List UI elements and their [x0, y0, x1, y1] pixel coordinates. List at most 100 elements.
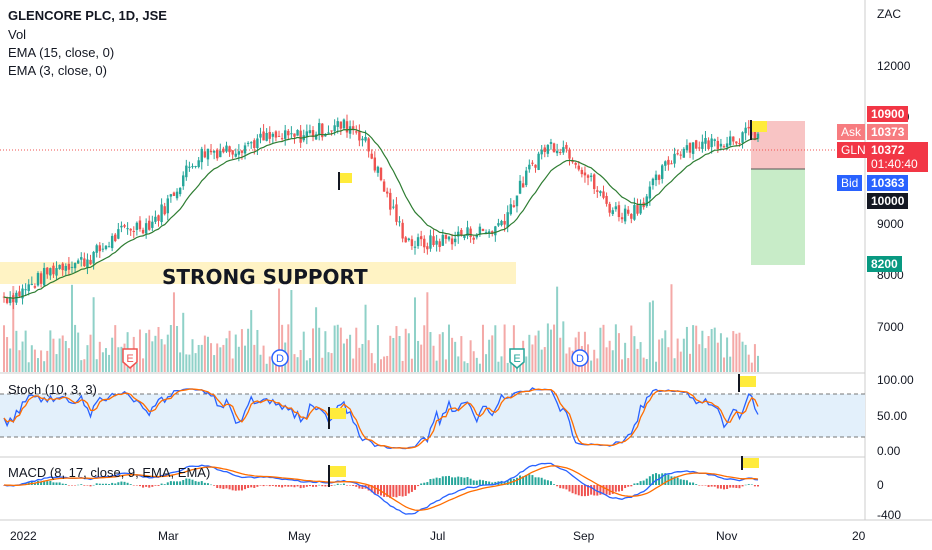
macd-hist-bar: [358, 485, 361, 489]
volume-bar: [509, 361, 512, 372]
macd-hist-bar: [506, 480, 509, 485]
macd-hist-bar: [515, 477, 518, 485]
macd-hist-bar: [707, 485, 710, 487]
ask-price-tag: 10373: [867, 124, 909, 140]
macd-hist-bar: [135, 485, 138, 486]
dividend-marker[interactable]: D: [571, 349, 589, 367]
candle-body: [676, 153, 679, 155]
candle-body: [463, 235, 466, 238]
candle-body: [509, 204, 512, 215]
macd-hist-bar: [89, 485, 92, 487]
volume-bar: [432, 345, 435, 372]
volume-bar: [305, 360, 308, 372]
time-label: Mar: [158, 529, 179, 543]
macd-hist-bar: [543, 479, 546, 485]
study-ema-3[interactable]: EMA (3, close, 0): [8, 63, 107, 78]
candle-body: [314, 134, 318, 140]
candle-body: [311, 130, 315, 138]
study-stoch[interactable]: Stoch (10, 3, 3): [8, 382, 97, 397]
macd-hist-bar: [389, 485, 392, 499]
candle-body: [574, 162, 577, 165]
volume-bar: [135, 363, 138, 372]
macd-hist-bar: [500, 480, 503, 485]
macd-hist-bar: [444, 476, 447, 485]
study-ema-15[interactable]: EMA (15, close, 0): [8, 45, 115, 60]
dividend-marker[interactable]: D: [271, 349, 289, 367]
candle-body: [540, 149, 543, 155]
study-macd[interactable]: MACD (8, 17, close, 9, EMA, EMA): [8, 465, 211, 480]
macd-hist-bar: [617, 485, 620, 492]
macd-hist-bar: [556, 485, 559, 487]
volume-bar: [485, 354, 488, 372]
candle-body: [478, 226, 482, 234]
candle-body: [333, 125, 336, 132]
chart-title[interactable]: GLENCORE PLC, 1D, JSE: [8, 8, 167, 23]
candle-body: [321, 123, 324, 138]
macd-hist-bar: [429, 478, 432, 485]
candle-body: [327, 132, 330, 134]
candles: [2, 114, 760, 310]
macd-hist-bar: [253, 485, 256, 488]
candle-body: [657, 175, 661, 180]
stoch-tick: 0.00: [877, 444, 901, 458]
candle-body: [209, 150, 213, 153]
macd-hist-bar: [367, 485, 370, 491]
macd-hist-bar: [244, 485, 247, 490]
volume-bar: [95, 359, 98, 372]
candle-body: [163, 206, 166, 215]
candle-body: [701, 141, 704, 149]
volume-bar: [274, 363, 277, 372]
candle-body: [55, 268, 58, 276]
candle-body: [95, 245, 98, 253]
candle-body: [379, 167, 383, 181]
candle-body: [237, 151, 241, 155]
volume-bar: [259, 354, 262, 372]
macd-hist-bar: [308, 485, 311, 487]
candle-body: [73, 263, 77, 269]
candle-body: [33, 286, 37, 288]
symbol-label: GLN: [837, 142, 870, 158]
volume-bar: [531, 344, 534, 372]
macd-hist-bar: [417, 485, 420, 487]
macd-hist-bar: [182, 480, 185, 485]
volume-bar: [435, 360, 438, 372]
candle-body: [636, 205, 639, 214]
macd-hist-bar: [645, 478, 648, 485]
candle-body: [506, 212, 509, 228]
candle-body: [216, 149, 219, 159]
candle-body: [361, 138, 364, 141]
volume-bar: [695, 325, 698, 372]
macd-hist-bar: [420, 483, 423, 485]
volume-bar: [296, 357, 299, 372]
volume-bar: [52, 338, 55, 372]
volume-bar: [312, 328, 315, 372]
candle-body: [441, 234, 445, 246]
macd-hist-bar: [287, 485, 290, 487]
volume-bar: [565, 353, 568, 372]
candle-body: [132, 231, 135, 233]
macd-hist-bar: [126, 482, 129, 485]
volume-bar: [389, 335, 392, 372]
volume-bar: [256, 329, 259, 372]
volume-bar: [80, 360, 83, 372]
macd-hist-bar: [664, 473, 667, 485]
study-vol[interactable]: Vol: [8, 27, 27, 42]
candle-body: [713, 139, 716, 141]
volume-bar: [410, 358, 413, 372]
candle-body: [188, 166, 191, 168]
ask-label: Ask: [837, 124, 866, 140]
candle-body: [444, 234, 448, 239]
candle-body: [738, 143, 741, 145]
volume-bar: [64, 340, 67, 372]
volume-bar: [200, 344, 203, 372]
volume-bar: [206, 336, 209, 372]
volume-bar: [648, 302, 651, 372]
volume-bar: [240, 329, 243, 372]
candle-body: [256, 138, 259, 149]
volume-bar: [698, 344, 701, 372]
earnings-marker[interactable]: E: [122, 348, 138, 369]
earnings-marker[interactable]: E: [509, 348, 525, 369]
candle-body: [407, 238, 411, 241]
candle-body: [64, 265, 68, 271]
